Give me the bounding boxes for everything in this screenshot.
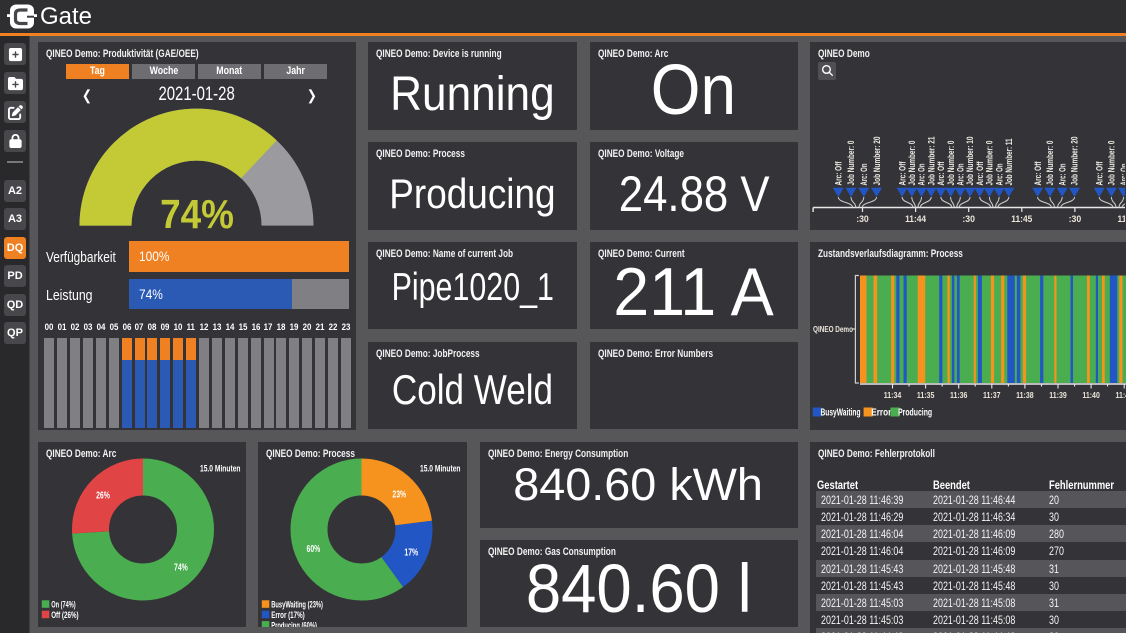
svg-text:11:44: 11:44: [905, 214, 926, 224]
svg-text:Job Number: 10: Job Number: 10: [965, 136, 975, 185]
svg-text:Arc: On: Arc: On: [956, 164, 966, 186]
svg-text:11:41: 11:41: [1116, 390, 1126, 400]
svg-text::30: :30: [856, 214, 869, 224]
svg-text:26%: 26%: [96, 490, 110, 501]
svg-text:11:46: 11:46: [1118, 214, 1126, 224]
svg-text:11:39: 11:39: [1050, 390, 1068, 400]
svg-text:Job Number: 11: Job Number: 11: [1004, 138, 1014, 185]
svg-text:11:45: 11:45: [1012, 214, 1033, 224]
svg-text:Arc: On: Arc: On: [1119, 164, 1125, 186]
svg-text::30: :30: [1069, 214, 1082, 224]
svg-text:Error (17%): Error (17%): [272, 609, 306, 619]
svg-text:QINEO Demo: QINEO Demo: [813, 324, 853, 334]
svg-text:Arc: Off: Arc: Off: [898, 161, 908, 185]
svg-text:11:40: 11:40: [1083, 390, 1101, 400]
svg-text:On (74%): On (74%): [51, 599, 75, 609]
svg-text:Producing (60%): Producing (60%): [272, 620, 318, 627]
svg-text:Arc: On: Arc: On: [917, 164, 927, 186]
svg-text:11:37: 11:37: [983, 390, 1001, 400]
svg-text:15.0 Minuten: 15.0 Minuten: [420, 463, 461, 473]
svg-text:17%: 17%: [405, 547, 419, 558]
svg-text:BusyWaiting: BusyWaiting: [821, 407, 861, 418]
svg-text:11:34: 11:34: [884, 390, 902, 400]
svg-text::30: :30: [963, 214, 976, 224]
svg-text:11:35: 11:35: [917, 390, 935, 400]
svg-text:15.0 Minuten: 15.0 Minuten: [200, 463, 241, 473]
svg-text:Error: Error: [872, 407, 892, 418]
svg-text:Arc: Off: Arc: Off: [1033, 161, 1043, 185]
svg-text:Off (26%): Off (26%): [51, 609, 78, 619]
svg-text:Job Number: 0: Job Number: 0: [846, 140, 856, 185]
svg-text:11:36: 11:36: [950, 390, 968, 400]
svg-text:Arc: Off: Arc: Off: [936, 161, 946, 185]
svg-text:Job Number: 20: Job Number: 20: [872, 136, 882, 185]
svg-text:Job Number: 21: Job Number: 21: [927, 136, 937, 185]
svg-text:Job Number: 0: Job Number: 0: [985, 140, 995, 185]
svg-text:Arc: Off: Arc: Off: [1095, 161, 1105, 185]
svg-text:Job Number: 0: Job Number: 0: [1107, 140, 1117, 185]
svg-text:23%: 23%: [393, 489, 407, 500]
svg-text:Job Number: 0: Job Number: 0: [946, 140, 956, 185]
svg-text:Job Number: 0: Job Number: 0: [1045, 140, 1055, 185]
svg-text:Arc: Off: Arc: Off: [975, 161, 985, 185]
svg-text:Arc: On: Arc: On: [1058, 164, 1068, 186]
svg-text:11:38: 11:38: [1016, 390, 1034, 400]
svg-text:Arc: Off: Arc: Off: [834, 161, 844, 185]
svg-text:60%: 60%: [307, 544, 321, 555]
svg-text:Job Number: 0: Job Number: 0: [907, 140, 917, 185]
svg-text:BusyWaiting (23%): BusyWaiting (23%): [272, 599, 324, 609]
svg-text:Job Number: 20: Job Number: 20: [1070, 136, 1080, 185]
svg-text:Arc: On: Arc: On: [859, 164, 869, 186]
svg-text:74%: 74%: [174, 562, 188, 573]
svg-text:Producing: Producing: [898, 407, 932, 418]
svg-text:Arc: On: Arc: On: [995, 164, 1005, 186]
